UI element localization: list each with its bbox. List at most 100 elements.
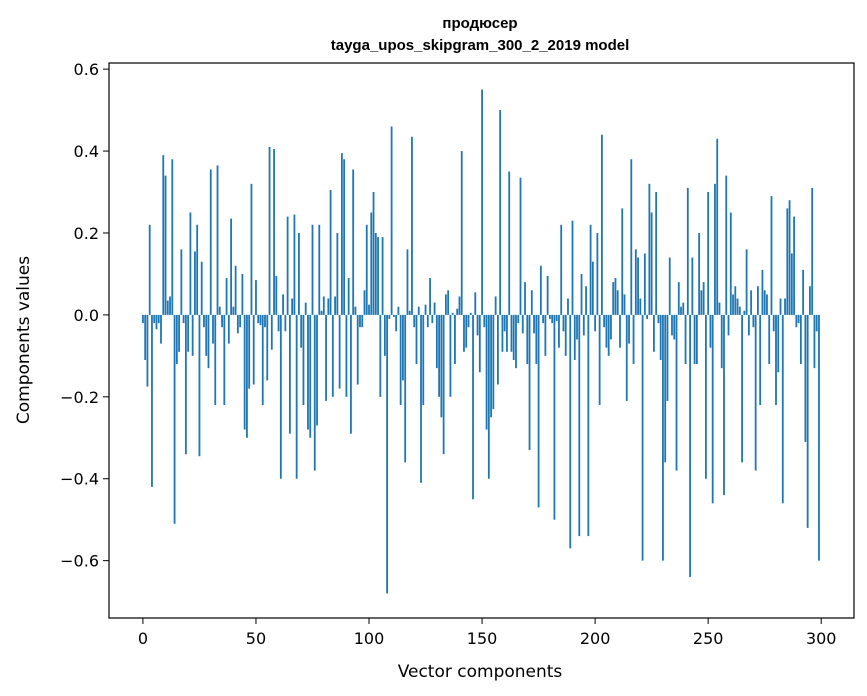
bar [686, 187, 689, 315]
bar [277, 314, 280, 332]
bar [564, 314, 567, 356]
bar [338, 314, 341, 389]
bar [429, 278, 431, 315]
bar [790, 253, 793, 315]
bar [178, 314, 180, 352]
bar [589, 224, 592, 315]
bar [372, 192, 375, 315]
bar [361, 314, 364, 328]
bar [465, 314, 468, 348]
bar [261, 314, 264, 406]
x-axis-label: Vector components [398, 662, 563, 682]
bar [630, 159, 633, 315]
bar [562, 314, 565, 332]
bar [569, 314, 572, 549]
bar [720, 314, 723, 369]
x-axis-ticks: 0 50 100 150 200 250 300 [138, 618, 836, 648]
y-tick-label: 0.0 [74, 306, 99, 325]
bar [331, 314, 334, 397]
bar [243, 314, 246, 430]
bar [216, 165, 219, 315]
bar [347, 278, 350, 315]
bar [752, 314, 755, 328]
bar [144, 314, 147, 360]
bar [196, 224, 199, 315]
bar [576, 314, 578, 340]
bar [700, 290, 703, 315]
bar [223, 314, 226, 406]
bar [698, 232, 701, 315]
bar [203, 314, 205, 328]
bar [714, 183, 716, 315]
bar [600, 134, 603, 315]
bar [548, 314, 551, 319]
bar [517, 314, 520, 324]
bar [214, 314, 217, 406]
bar [275, 275, 278, 315]
bar [607, 314, 610, 356]
bar [603, 314, 606, 328]
bar [307, 314, 309, 430]
bar [741, 314, 743, 463]
bar [481, 89, 483, 315]
bar [567, 298, 569, 315]
bar [207, 314, 210, 369]
bar [580, 273, 583, 315]
bar [585, 286, 587, 315]
x-tick-label: 100 [354, 629, 385, 648]
bar [637, 257, 639, 315]
bar [815, 314, 818, 332]
bar [530, 290, 533, 315]
bar [467, 314, 470, 328]
bar [316, 314, 318, 426]
bar [689, 314, 691, 578]
bar [365, 224, 368, 315]
bar [811, 187, 814, 315]
bar [612, 282, 615, 315]
x-tick-label: 200 [580, 629, 611, 648]
bar [763, 290, 766, 315]
chart-title: продюсер [442, 15, 517, 32]
bar [628, 314, 630, 344]
bar [750, 290, 753, 315]
bar [304, 302, 307, 315]
bar [318, 224, 321, 315]
bar [772, 314, 775, 332]
bar [363, 290, 366, 315]
bar [257, 314, 260, 324]
bar [668, 257, 671, 315]
bar [264, 314, 266, 328]
bar [485, 314, 488, 430]
bar [295, 314, 298, 479]
bar [716, 138, 719, 315]
bar [390, 126, 393, 315]
bar [496, 314, 499, 385]
bar [184, 314, 187, 455]
bar [268, 146, 271, 315]
bar [598, 314, 601, 406]
bar [173, 314, 176, 524]
bar [813, 314, 816, 369]
bar [300, 314, 303, 348]
bar [402, 314, 404, 381]
bar [659, 314, 662, 360]
bar [447, 290, 450, 315]
bar [503, 314, 506, 332]
bar [146, 314, 149, 387]
y-tick-label: −0.2 [60, 388, 99, 407]
bar [230, 218, 232, 315]
bar [325, 314, 327, 401]
bar [180, 249, 183, 315]
bar [311, 224, 314, 315]
bar [528, 314, 531, 451]
bar [582, 314, 585, 336]
y-tick-label: 0.6 [74, 60, 99, 79]
bar [302, 314, 305, 406]
bar [546, 275, 549, 315]
bar [155, 314, 158, 330]
bar [463, 314, 465, 352]
bar [194, 251, 196, 315]
bar [153, 314, 156, 324]
bar [806, 314, 809, 528]
bar [553, 314, 556, 520]
